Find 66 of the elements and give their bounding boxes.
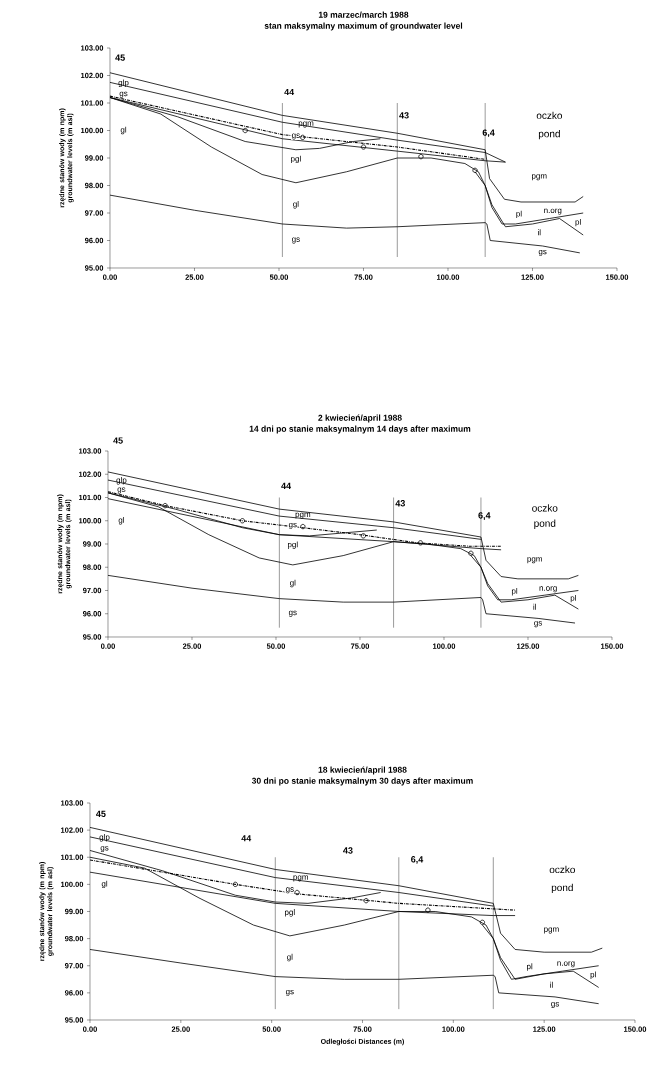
annotation: pgl — [291, 155, 301, 164]
annotation: pl — [511, 587, 518, 596]
annotation: gs — [285, 887, 294, 894]
annotation: n.org — [557, 961, 575, 968]
annotation: pgm — [298, 121, 314, 128]
annotation: glp — [118, 79, 129, 87]
annotation: gs — [534, 621, 543, 628]
annotation: il — [533, 603, 536, 610]
annotation: 6,4 — [411, 856, 424, 864]
annotation: pl — [516, 210, 522, 219]
annotation: pgm — [544, 927, 559, 934]
annotation: gs — [292, 237, 300, 244]
annotation: pond — [538, 129, 560, 140]
annotation: 6,4 — [478, 512, 491, 520]
annotation: 43 — [395, 500, 405, 507]
annotation: oczko — [536, 111, 563, 120]
chart-title: 18 kwiecień/april 1988 — [318, 766, 407, 775]
annotation: pgm — [527, 557, 542, 564]
annotation: pl — [570, 594, 576, 603]
annotation: 43 — [399, 112, 409, 119]
annotation: 45 — [96, 810, 106, 817]
annotation: gs — [292, 133, 300, 140]
annotation: pond — [534, 519, 556, 529]
annotation: 45 — [115, 54, 125, 61]
annotation: gs — [288, 522, 297, 529]
chart-subtitle: stan maksymalny maximum of groundwater level — [264, 22, 463, 31]
annotation: gl — [101, 880, 108, 889]
annotation: n.org — [544, 208, 562, 215]
annotation: il — [550, 981, 553, 988]
annotation: gl — [290, 579, 296, 588]
annotation: pgm — [295, 512, 311, 519]
annotation: pgl — [285, 909, 295, 917]
chart-title: 19 marzec/march 1988 — [318, 11, 409, 18]
chart-subtitle: 14 dni po stanie maksymalnym 14 days after maximum — [249, 425, 471, 434]
annotation: 44 — [284, 88, 295, 96]
annotation: pgl — [287, 541, 298, 549]
annotation: 44 — [281, 482, 292, 489]
annotation: gs — [551, 1002, 559, 1009]
annotation: n.org — [539, 586, 557, 593]
annotation: pgm — [293, 875, 308, 882]
annotation: gs — [119, 91, 128, 98]
annotation: gl — [120, 126, 127, 135]
annotation: 6,4 — [482, 129, 495, 138]
annotation: gs — [117, 487, 126, 494]
annotation: glp — [116, 477, 127, 485]
annotation: pond — [551, 883, 573, 894]
annotation: pl — [527, 963, 533, 971]
annotation: pl — [590, 971, 596, 979]
annotation: gs — [288, 610, 297, 617]
text: 45 — [113, 437, 123, 444]
annotation: pl — [575, 218, 581, 227]
annotation: oczko — [532, 504, 558, 512]
annotation: glp — [99, 833, 110, 842]
annotation: pgm — [531, 174, 547, 181]
annotation: il — [538, 229, 541, 236]
annotation: gs — [100, 846, 109, 853]
chart-title: 2 kwiecień/april 1988 — [318, 414, 402, 423]
annotation: gl — [287, 953, 293, 962]
chart-subtitle: 30 dni po stanie maksymalnym 30 days after maximum — [251, 777, 473, 786]
annotation: 43 — [343, 847, 353, 854]
annotation: gl — [118, 517, 125, 525]
annotation: oczko — [549, 865, 575, 874]
annotation: gs — [538, 249, 547, 256]
annotation: gl — [293, 201, 299, 209]
annotation: gs — [285, 989, 294, 996]
annotation: 44 — [241, 835, 252, 842]
